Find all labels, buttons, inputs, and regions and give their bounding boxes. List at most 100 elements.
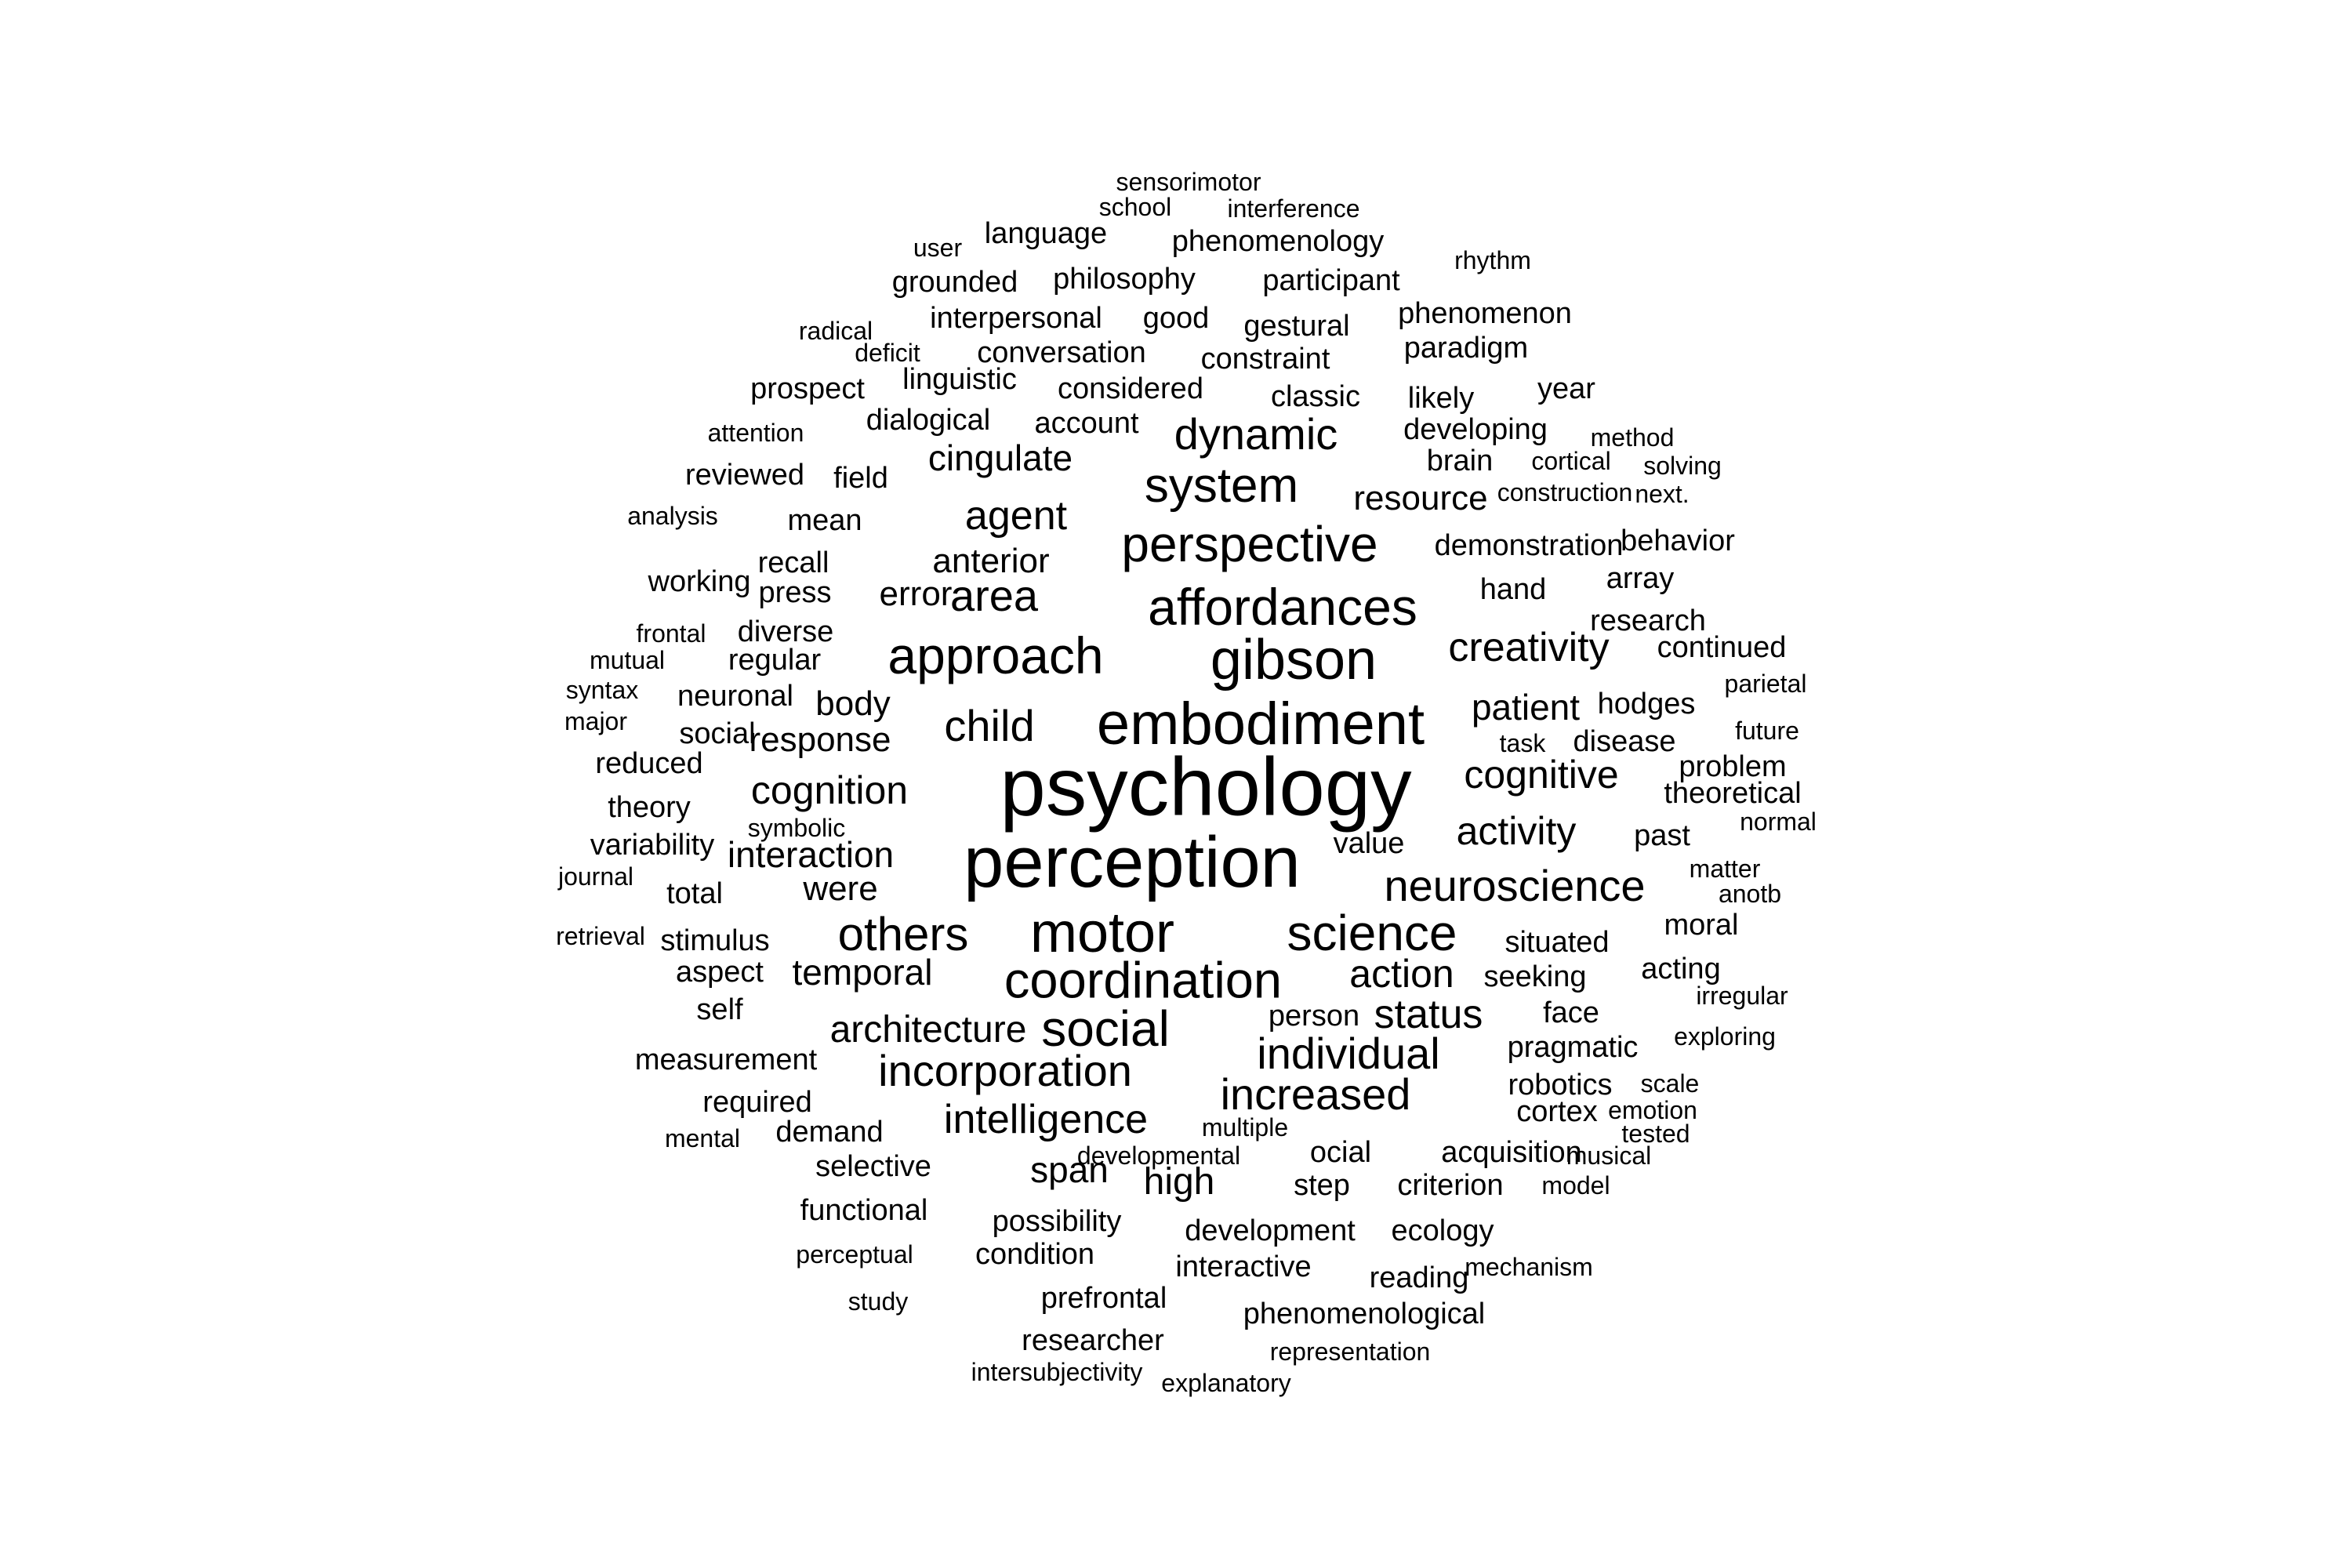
cloud-word: study [848, 1287, 909, 1316]
cloud-word: behavior [1621, 524, 1735, 557]
cloud-word: past [1634, 819, 1690, 852]
cloud-word: stimulus [660, 924, 770, 957]
cloud-word: anterior [932, 542, 1050, 580]
cloud-word: affordances [1148, 578, 1417, 636]
cloud-word: criterion [1397, 1169, 1504, 1202]
cloud-word: syntax [565, 676, 639, 704]
cloud-word: field [833, 462, 888, 495]
cloud-word: radical [798, 317, 873, 345]
cloud-word: developmental [1076, 1142, 1241, 1170]
cloud-word: agent [964, 493, 1068, 539]
cloud-word: individual [1257, 1029, 1440, 1078]
cloud-word: social [1041, 1000, 1170, 1057]
cloud-word: parietal [1724, 670, 1807, 698]
cloud-word: measurement [634, 1044, 818, 1076]
cloud-word: phenomenology [1171, 225, 1385, 258]
cloud-word: cortex [1516, 1095, 1598, 1128]
cloud-word: mental [664, 1124, 741, 1152]
cloud-word: acquisition [1441, 1136, 1582, 1169]
cloud-word: attention [707, 419, 804, 447]
cloud-word: normal [1740, 808, 1817, 836]
cloud-word: area [949, 571, 1039, 620]
cloud-word: recall [757, 546, 829, 579]
cloud-word: disease [1573, 725, 1676, 758]
cloud-word: interpersonal [930, 302, 1102, 335]
cloud-word: mean [787, 504, 862, 537]
cloud-word: intelligence [943, 1097, 1149, 1142]
cloud-word: analysis [627, 502, 718, 530]
cloud-word: linguistic [902, 363, 1017, 396]
cloud-word: architecture [829, 1009, 1027, 1051]
cloud-word: dialogical [866, 404, 991, 437]
cloud-word: span [1030, 1149, 1109, 1190]
cloud-word: model [1541, 1171, 1610, 1200]
cloud-word: total [666, 877, 723, 910]
cloud-word: development [1185, 1214, 1356, 1247]
cloud-word: science [1287, 905, 1457, 961]
cloud-word: phenomenological [1243, 1298, 1486, 1330]
cloud-word: retrieval [556, 922, 645, 950]
cloud-word: solving [1643, 452, 1722, 480]
cloud-word: hodges [1597, 688, 1696, 720]
cloud-word: ocial [1309, 1136, 1372, 1169]
cloud-word: paradigm [1403, 332, 1529, 365]
cloud-word: creativity [1448, 625, 1610, 670]
cloud-word: grounded [891, 266, 1018, 299]
cloud-word: demonstration [1434, 529, 1624, 562]
cloud-word: regular [728, 644, 822, 677]
cloud-word: system [1144, 459, 1299, 513]
cloud-word: user [913, 234, 963, 262]
cloud-word: motor [1029, 902, 1175, 964]
cloud-word: method [1590, 423, 1675, 452]
cloud-word: press [758, 576, 832, 609]
cloud-word: major [564, 707, 628, 735]
cloud-word: classic [1270, 380, 1361, 413]
cloud-word: exploring [1674, 1022, 1776, 1051]
cloud-word: prospect [750, 372, 865, 405]
cloud-word: research [1590, 604, 1706, 637]
cloud-word: activity [1456, 809, 1577, 853]
cloud-word: conversation [977, 336, 1146, 369]
cloud-word: account [1034, 407, 1139, 440]
cloud-word: incorporation [878, 1046, 1132, 1095]
cloud-word: condition [975, 1238, 1095, 1271]
cloud-word: hand [1479, 573, 1547, 606]
cloud-word: patient [1471, 687, 1581, 728]
cloud-word: action [1349, 952, 1454, 996]
cloud-word: possibility [992, 1205, 1122, 1238]
cloud-word: irregular [1696, 982, 1788, 1010]
cloud-word: constraint [1200, 343, 1330, 376]
cloud-word: demand [775, 1116, 884, 1149]
cloud-word: face [1543, 996, 1599, 1029]
cloud-word: perceptual [796, 1240, 913, 1269]
cloud-word: rhythm [1454, 246, 1531, 274]
cloud-word: working [648, 565, 751, 598]
cloud-word: developing [1403, 413, 1548, 446]
cloud-word: others [837, 908, 969, 960]
cloud-word: functional [800, 1194, 928, 1227]
cloud-word: symbolic [747, 814, 846, 842]
cloud-word: ecology [1391, 1214, 1494, 1247]
cloud-word: interference [1227, 194, 1360, 223]
cloud-word: cognitive [1464, 753, 1619, 797]
cloud-word: robotics [1508, 1069, 1613, 1102]
cloud-word: phenomenon [1398, 297, 1572, 330]
cloud-word: embodiment [1096, 691, 1425, 757]
cloud-word: school [1098, 193, 1172, 221]
cloud-word: next. [1635, 480, 1690, 508]
cloud-word: cognition [750, 768, 909, 812]
cloud-word: high [1143, 1161, 1215, 1203]
cloud-word: social [679, 717, 756, 750]
cloud-word: language [984, 217, 1108, 250]
cloud-word: resource [1353, 479, 1488, 517]
cloud-word: considered [1058, 372, 1203, 405]
cloud-word: acting [1641, 953, 1721, 985]
cloud-word: array [1606, 562, 1675, 595]
cloud-word: self [696, 993, 743, 1026]
cloud-word: continued [1657, 631, 1787, 664]
cloud-word: intersubjectivity [971, 1358, 1143, 1386]
cloud-word: aspect [676, 956, 764, 989]
cloud-word: scale [1640, 1069, 1700, 1098]
cloud-word: researcher [1022, 1324, 1164, 1357]
